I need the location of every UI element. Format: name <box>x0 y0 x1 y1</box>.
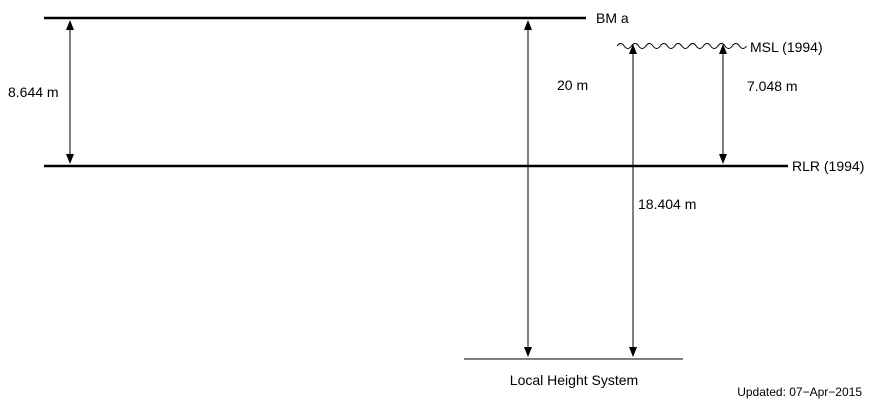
local-height-system-label: Local Height System <box>510 372 638 388</box>
local-to-msl-value: 18.404 m <box>638 196 696 212</box>
bm-label: BM a <box>596 10 629 26</box>
bm-to-local-value: 20 m <box>557 77 588 93</box>
msl-wave-line <box>616 43 748 49</box>
bm-to-rlr-value: 8.644 m <box>8 84 59 100</box>
msl-to-rlr-value: 7.048 m <box>747 78 798 94</box>
updated-date: Updated: 07−Apr−2015 <box>737 385 862 399</box>
rlr-label: RLR (1994) <box>792 158 864 174</box>
msl-label: MSL (1994) <box>750 39 823 55</box>
